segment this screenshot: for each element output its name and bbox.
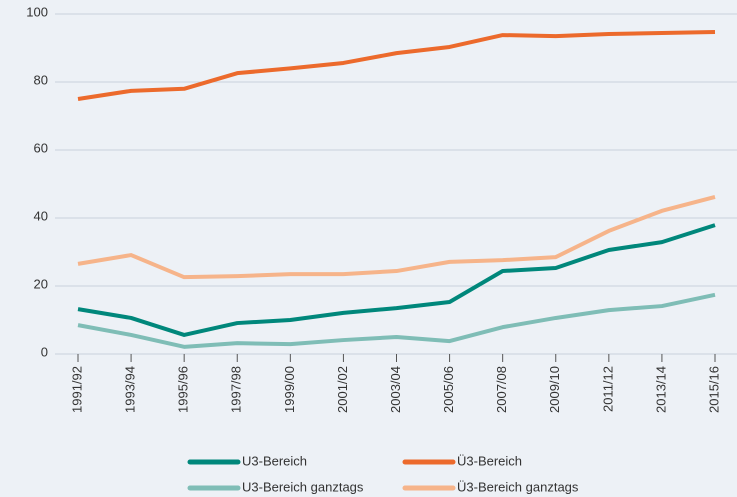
x-tick-label: 1991/92 (69, 366, 84, 413)
line (77, 223, 716, 337)
legend-label: U3-Bereich ganztags (242, 479, 364, 494)
legend-label: U3-Bereich (242, 453, 307, 468)
line (77, 194, 716, 280)
y-tick-label: 100 (26, 4, 48, 19)
y-tick-label: 40 (34, 208, 48, 223)
line (77, 30, 716, 101)
y-tick-label: 20 (34, 276, 48, 291)
x-tick-label: 2011/12 (600, 366, 615, 412)
x-tick-label: 2003/04 (388, 366, 403, 413)
x-tick-label: 2013/14 (653, 366, 668, 413)
line (77, 292, 716, 349)
legend-label: Ü3-Bereich ganztags (457, 479, 579, 494)
x-tick-label: 2007/08 (494, 366, 509, 413)
y-tick-label: 60 (34, 140, 48, 155)
x-tick-label: 1993/94 (123, 366, 138, 413)
x-tick-label: 2015/16 (706, 366, 721, 413)
x-tick-label: 1997/98 (229, 366, 244, 413)
legend-label: Ü3-Bereich (457, 453, 522, 468)
x-tick-label: 2001/02 (335, 366, 350, 413)
y-tick-label: 80 (34, 72, 48, 87)
x-tick-label: 1995/96 (176, 366, 191, 413)
y-tick-label: 0 (41, 344, 48, 359)
x-tick-label: 2009/10 (547, 366, 562, 413)
x-tick-label: 2005/06 (441, 366, 456, 413)
x-tick-label: 1999/00 (282, 366, 297, 413)
